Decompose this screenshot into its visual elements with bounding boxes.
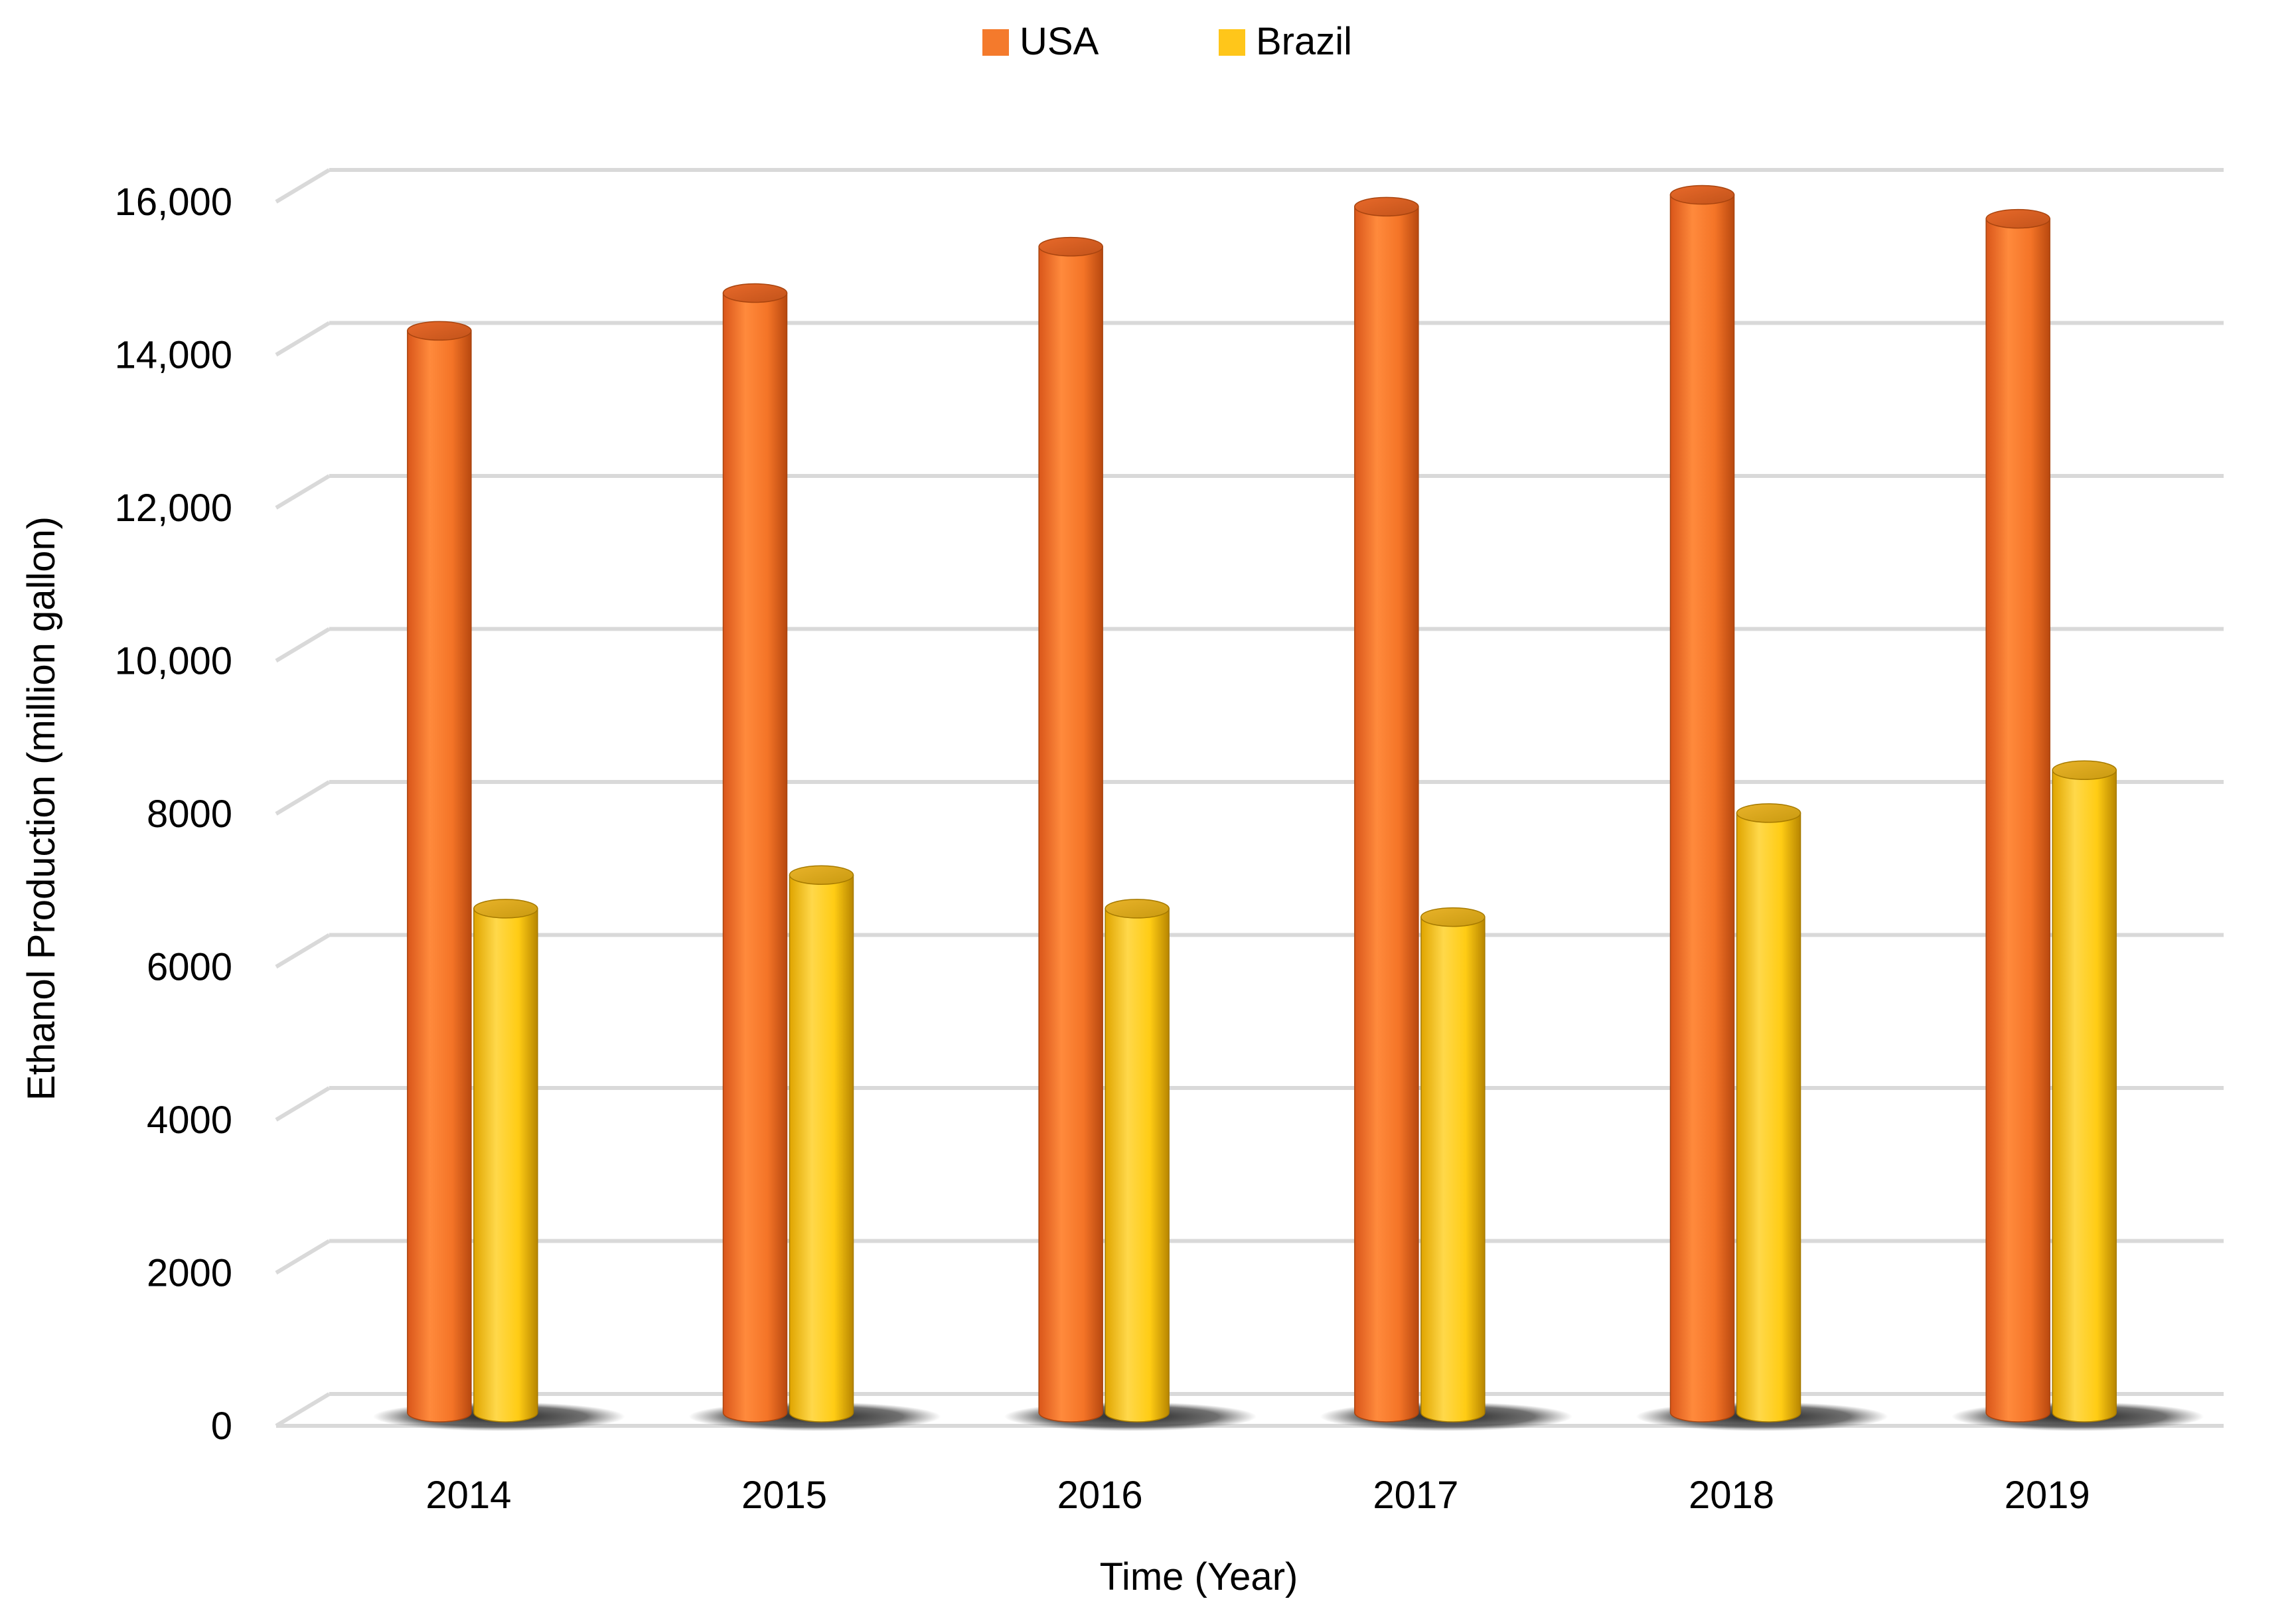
legend-swatch-brazil [1219,29,1245,56]
y-tick-label: 0 [211,1405,232,1448]
y-tick-label: 14,000 [115,334,232,377]
gridline [275,168,2224,204]
legend-swatch-usa [982,29,1009,56]
y-tick-label: 10,000 [115,640,232,683]
gridlines [275,168,2224,1428]
y-tick-label: 6000 [147,946,232,989]
gridline [275,474,2224,510]
y-axis-title: Ethanol Production (million gallon) [20,516,63,1101]
y-tick-label: 12,000 [115,487,232,530]
legend-label-usa: USA [1020,20,1099,63]
bar-brazil-2016 [1105,899,1170,1423]
x-tick-label: 2018 [1689,1474,1774,1517]
x-axis-title: Time (Year) [1100,1555,1298,1598]
x-axis-tick-labels: 2014 2015 2016 2017 2018 2019 [425,1474,2090,1517]
y-tick-label: 4000 [147,1099,232,1142]
bar-brazil-2018 [1736,803,1801,1423]
bar-usa-2016 [1038,236,1103,1423]
bar-usa-2017 [1354,196,1419,1423]
y-axis-tick-labels: 0 2000 4000 6000 8000 10,000 12,000 14,000 16,00… [115,181,232,1448]
gridline [275,933,2224,969]
x-tick-label: 2019 [2005,1474,2090,1517]
bar-usa-2019 [1985,208,2050,1423]
bar-usa-2015 [722,283,788,1423]
gridline [275,780,2224,816]
gridline [275,1392,2224,1428]
bar-brazil-2019 [2052,760,2117,1423]
x-tick-label: 2014 [425,1474,511,1517]
bar-brazil-2014 [473,899,538,1423]
y-tick-label: 8000 [147,793,232,836]
y-tick-label: 2000 [147,1252,232,1295]
gridline [275,627,2224,663]
x-tick-label: 2017 [1373,1474,1458,1517]
gridline [275,321,2224,357]
bar-usa-2018 [1669,185,1735,1423]
bar-usa-2014 [407,321,472,1423]
y-tick-label: 16,000 [115,181,232,224]
legend-label-brazil: Brazil [1256,20,1352,63]
bar-brazil-2017 [1420,907,1486,1423]
legend: USA Brazil [982,20,1352,63]
gridline [275,1086,2224,1122]
bars [407,185,2117,1423]
x-tick-label: 2016 [1057,1474,1143,1517]
bar-brazil-2015 [789,865,854,1423]
gridline [275,1239,2224,1275]
x-tick-label: 2015 [741,1474,827,1517]
